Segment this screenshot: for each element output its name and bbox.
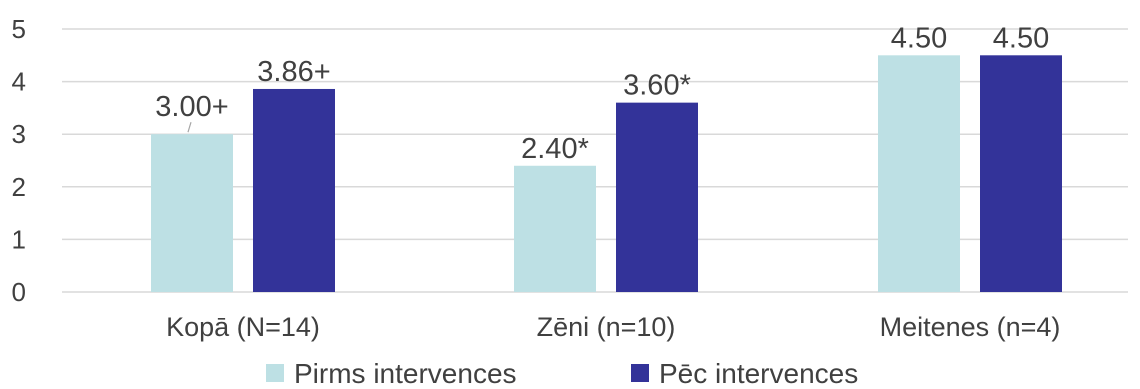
data-label: 3.86+ [257,56,330,88]
legend-label-pec: Pēc intervences [659,358,858,389]
data-label: 4.50 [891,22,947,54]
bar-pec-2 [980,55,1062,292]
bar-pirms-1 [514,165,596,292]
y-tick-label: 0 [12,277,26,307]
bar-pec-1 [616,102,698,292]
legend-label-pirms: Pirms intervences [294,358,517,389]
data-labels: 3.00+ 3.86+ 2.40* 3.60* 4.50 4.50 [155,22,1049,164]
x-axis: Kopā (N=14) Zēni (n=10) Meitenes (n=4) [166,312,1060,342]
data-label: 3.60* [623,70,691,102]
x-category-label: Kopā (N=14) [166,312,320,342]
legend-swatch-pec [631,364,649,382]
y-tick-label: 3 [12,119,26,149]
bar-pirms-2 [878,55,960,292]
y-tick-label: 4 [12,67,26,97]
bar-pirms-0 [151,134,233,292]
x-category-label: Zēni (n=10) [537,312,676,342]
legend: Pirms intervences Pēc intervences [266,358,858,389]
x-category-label: Meitenes (n=4) [880,312,1061,342]
y-axis: 0 1 2 3 4 5 [12,14,26,307]
data-label: 2.40* [521,133,589,165]
y-tick-label: 5 [12,14,26,44]
data-label: 4.50 [993,22,1049,54]
data-label: 3.00+ [155,91,228,123]
leader-line [187,122,192,133]
bars [151,55,1062,293]
y-tick-label: 2 [12,172,26,202]
bar-pec-0 [253,88,335,293]
y-tick-label: 1 [12,224,26,254]
legend-swatch-pirms [266,364,284,382]
